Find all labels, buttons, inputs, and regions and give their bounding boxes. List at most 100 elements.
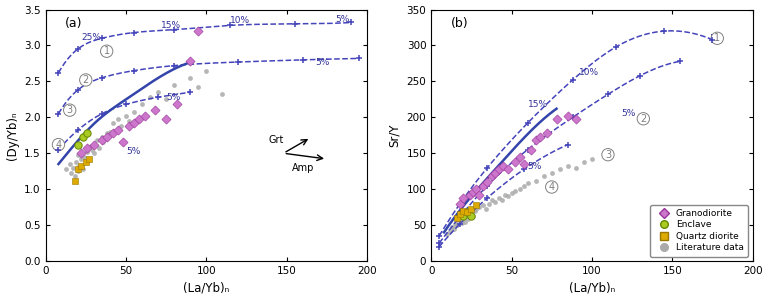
Point bbox=[465, 207, 478, 212]
Point bbox=[77, 167, 89, 172]
Point bbox=[499, 193, 511, 197]
Point bbox=[462, 217, 475, 222]
Point bbox=[78, 154, 91, 159]
Text: 2: 2 bbox=[641, 114, 647, 124]
Point bbox=[123, 124, 135, 128]
Point bbox=[489, 200, 502, 205]
Point bbox=[88, 142, 100, 147]
Point bbox=[80, 160, 92, 164]
Point bbox=[561, 113, 574, 118]
Point bbox=[457, 214, 469, 219]
Point bbox=[473, 205, 485, 209]
Text: (a): (a) bbox=[65, 17, 82, 30]
Point bbox=[468, 208, 481, 213]
Point bbox=[465, 210, 478, 214]
Point bbox=[561, 164, 574, 169]
Text: 2: 2 bbox=[83, 75, 89, 85]
Point bbox=[115, 124, 127, 128]
Point bbox=[480, 207, 492, 212]
Point bbox=[81, 145, 94, 150]
Y-axis label: Sr/Y: Sr/Y bbox=[388, 124, 401, 147]
Point bbox=[470, 202, 482, 207]
Point bbox=[160, 97, 172, 102]
Point bbox=[454, 212, 466, 217]
Point bbox=[464, 212, 476, 217]
Point bbox=[139, 113, 151, 118]
Point bbox=[217, 92, 229, 97]
Point bbox=[71, 142, 84, 147]
Point bbox=[74, 157, 87, 161]
Point bbox=[92, 145, 104, 150]
Text: 15%: 15% bbox=[161, 21, 181, 30]
Point bbox=[448, 226, 460, 231]
Point bbox=[65, 171, 78, 176]
Point bbox=[545, 171, 558, 176]
Point bbox=[83, 157, 95, 161]
Point bbox=[104, 129, 116, 134]
Point bbox=[529, 138, 541, 143]
Point bbox=[455, 220, 468, 225]
Point bbox=[518, 183, 531, 188]
Point bbox=[502, 194, 515, 199]
Text: (b): (b) bbox=[451, 17, 468, 30]
Point bbox=[74, 151, 87, 156]
Point bbox=[68, 174, 81, 178]
Point bbox=[467, 190, 479, 194]
Point bbox=[112, 128, 124, 133]
Point bbox=[127, 121, 140, 125]
Point bbox=[74, 164, 87, 169]
Point bbox=[168, 82, 180, 87]
Point bbox=[441, 231, 453, 236]
Point bbox=[535, 135, 547, 140]
Point bbox=[451, 223, 463, 227]
Point bbox=[502, 167, 515, 172]
Text: 1: 1 bbox=[714, 33, 720, 43]
Text: 5%: 5% bbox=[528, 162, 542, 171]
Point bbox=[460, 214, 472, 219]
Point bbox=[489, 171, 502, 176]
Point bbox=[454, 201, 466, 206]
Point bbox=[473, 193, 485, 197]
Point bbox=[578, 160, 590, 164]
Point bbox=[83, 157, 95, 161]
Point bbox=[68, 178, 81, 183]
Point bbox=[460, 210, 472, 214]
Point bbox=[64, 162, 76, 167]
Point bbox=[570, 165, 582, 170]
Point bbox=[570, 116, 582, 121]
Text: 5%: 5% bbox=[335, 15, 349, 24]
Point bbox=[454, 217, 466, 222]
Point bbox=[529, 178, 541, 183]
Point bbox=[541, 131, 553, 136]
Point bbox=[521, 181, 534, 186]
Point bbox=[88, 151, 100, 156]
Point bbox=[160, 116, 172, 121]
Point bbox=[67, 165, 79, 170]
Point bbox=[144, 95, 156, 100]
Point bbox=[486, 198, 498, 203]
Point bbox=[554, 167, 566, 172]
Point bbox=[81, 149, 94, 154]
Point bbox=[81, 131, 94, 136]
Point bbox=[107, 131, 119, 136]
Point bbox=[457, 215, 469, 220]
Point bbox=[452, 219, 465, 224]
Point bbox=[538, 174, 550, 178]
Text: Grt: Grt bbox=[268, 135, 283, 145]
Point bbox=[101, 135, 113, 140]
Point bbox=[451, 215, 463, 220]
Point bbox=[101, 131, 113, 136]
Point bbox=[586, 157, 598, 161]
Point bbox=[457, 208, 469, 213]
Text: 1: 1 bbox=[104, 46, 110, 56]
Point bbox=[112, 116, 124, 121]
Point bbox=[514, 154, 526, 159]
Point bbox=[133, 116, 145, 121]
Point bbox=[492, 167, 505, 172]
Point bbox=[91, 138, 103, 143]
Point bbox=[514, 187, 526, 192]
Point bbox=[470, 207, 482, 212]
Point bbox=[80, 160, 92, 164]
Text: 25%: 25% bbox=[81, 33, 101, 42]
Point bbox=[457, 195, 469, 200]
